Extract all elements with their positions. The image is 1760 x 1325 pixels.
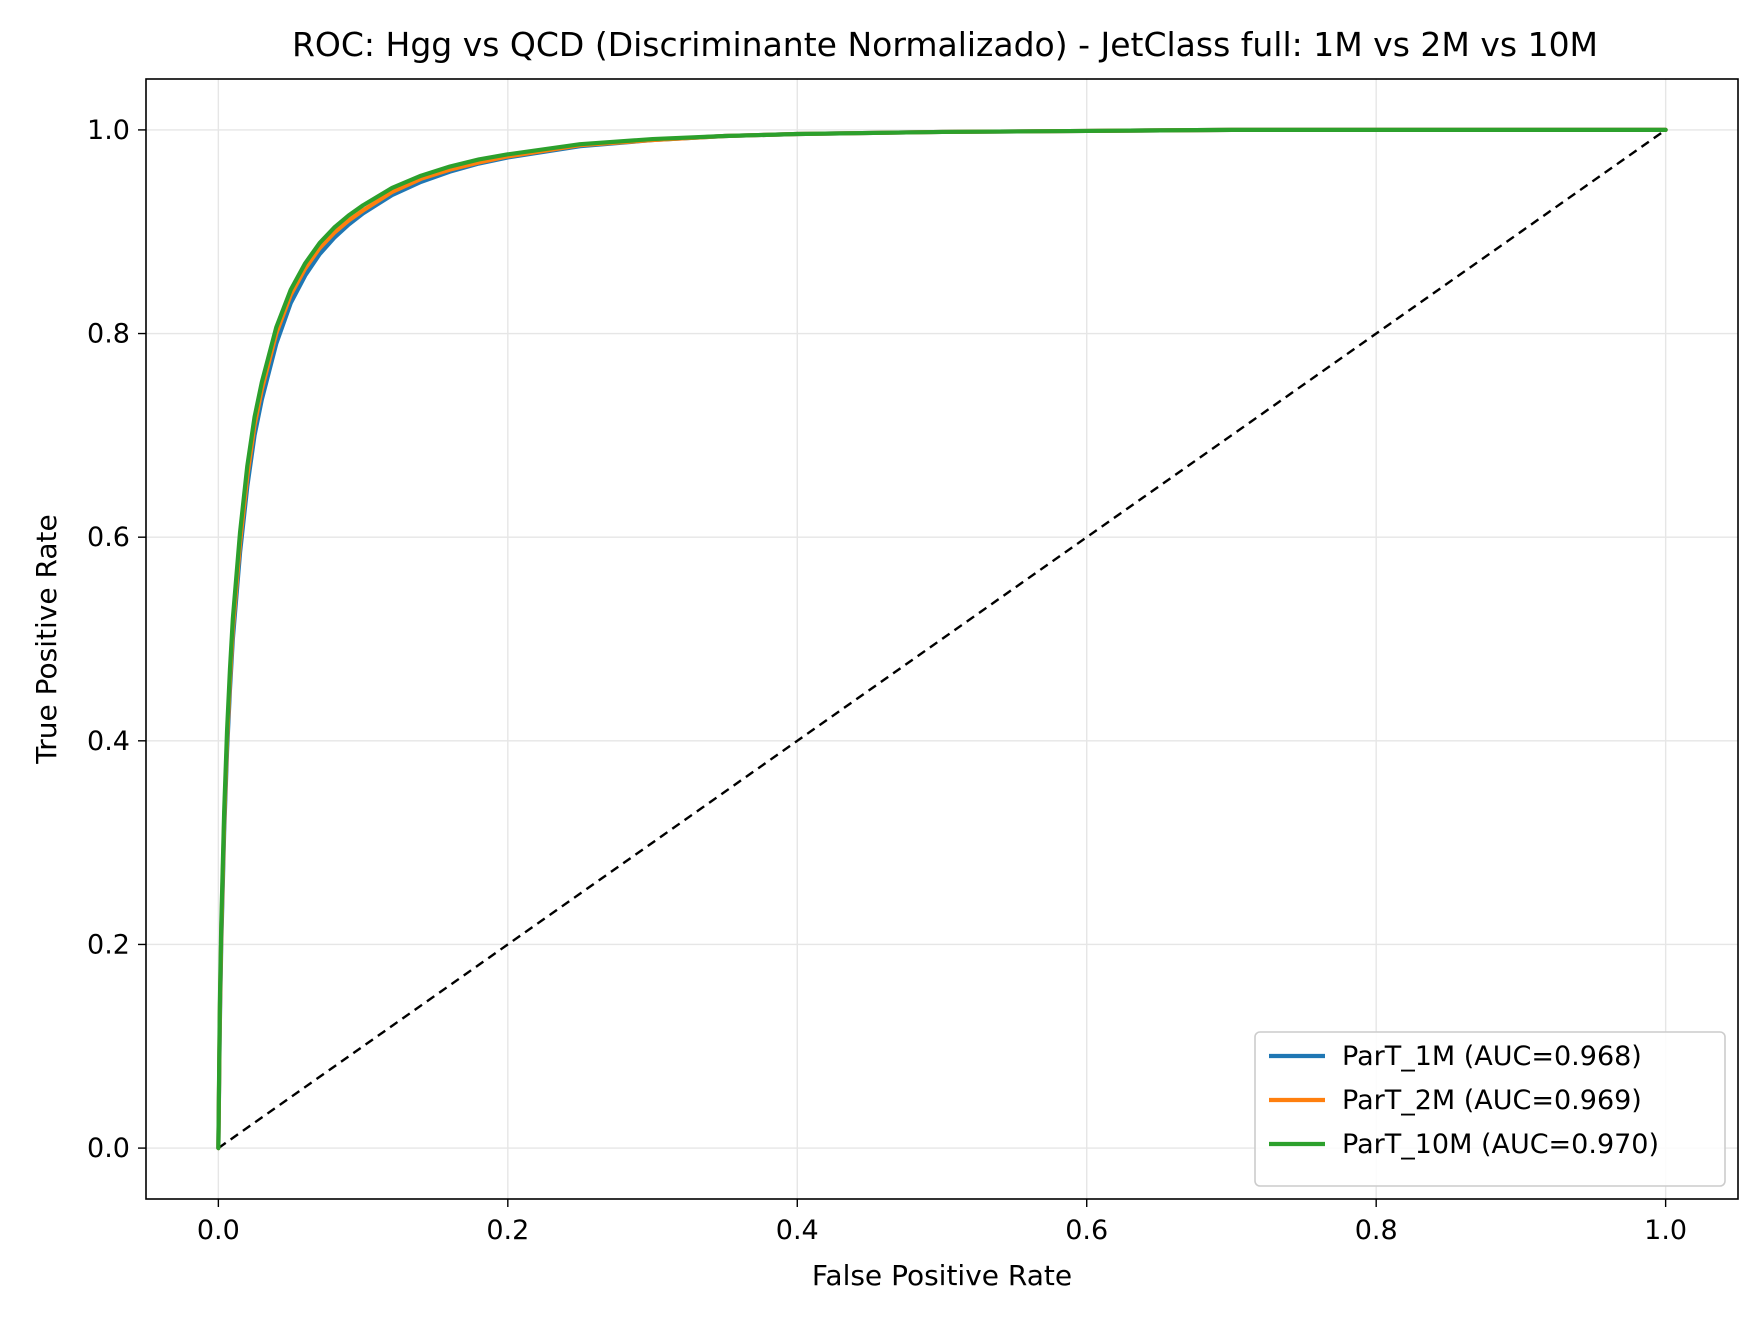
grid — [146, 79, 1738, 1199]
legend-box — [1254, 1031, 1726, 1187]
series-line-part-10m — [216, 127, 1668, 1151]
y-tick-label: 1.0 — [87, 115, 130, 146]
x-tick-label: 0.0 — [197, 1215, 240, 1246]
random-classifier-diagonal-line — [217, 128, 1667, 1150]
x-tick-label: 0.8 — [1355, 1215, 1398, 1246]
series-lines — [216, 127, 1668, 1151]
legend-label: ParT_2M (AUC=0.969) — [1342, 1085, 1642, 1116]
legend-label: ParT_1M (AUC=0.968) — [1342, 1041, 1642, 1072]
x-tick-label: 0.6 — [1065, 1215, 1108, 1246]
y-tick-label: 0.6 — [87, 522, 130, 553]
y-tick-label: 0.2 — [87, 929, 130, 960]
axis-ticks: 0.0 0.2 0.4 0.6 0.8 1.0 0.0 0.2 0.4 0.6 0.8 1.0 — [87, 115, 1687, 1246]
y-tick-label: 0.8 — [87, 319, 130, 350]
legend-label: ParT_10M (AUC=0.970) — [1342, 1129, 1659, 1160]
x-tick-label: 0.2 — [486, 1215, 529, 1246]
x-axis-label: False Positive Rate — [812, 1259, 1072, 1292]
legend: ParT_1M (AUC=0.968) ParT_2M (AUC=0.969) Pa… — [1254, 1031, 1726, 1187]
x-tick-label: 0.4 — [776, 1215, 819, 1246]
plot-frame — [145, 78, 1739, 1200]
chart-title: ROC: Hgg vs QCD (Discriminante Normaliza… — [292, 25, 1598, 64]
y-tick-label: 0.4 — [87, 726, 130, 757]
y-axis-label: True Positive Rate — [30, 514, 63, 764]
x-tick-label: 1.0 — [1644, 1215, 1687, 1246]
y-tick-label: 0.0 — [87, 1133, 130, 1164]
